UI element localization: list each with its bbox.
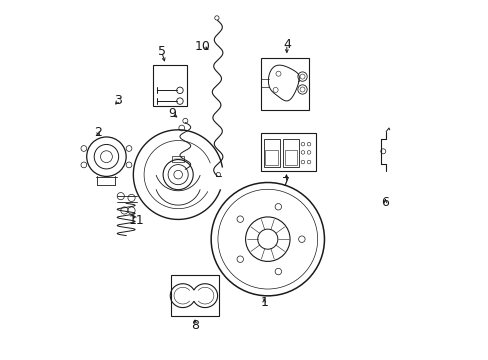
- Text: 8: 8: [191, 319, 199, 332]
- Text: 11: 11: [128, 214, 144, 227]
- Text: 4: 4: [282, 38, 290, 51]
- Bar: [263, 139, 279, 167]
- Text: 3: 3: [114, 94, 122, 107]
- Text: 7: 7: [282, 176, 290, 189]
- Text: 10: 10: [194, 40, 210, 53]
- Bar: [153, 65, 187, 107]
- Bar: [171, 156, 184, 162]
- Text: 6: 6: [381, 197, 388, 210]
- Text: 1: 1: [260, 296, 267, 309]
- Text: 5: 5: [157, 45, 165, 58]
- Bar: [282, 139, 298, 167]
- Bar: [260, 134, 316, 171]
- Text: 2: 2: [94, 126, 102, 139]
- Bar: [284, 149, 297, 165]
- Bar: [265, 149, 277, 165]
- Bar: [171, 275, 219, 316]
- Text: 9: 9: [168, 107, 176, 120]
- Bar: [260, 58, 308, 110]
